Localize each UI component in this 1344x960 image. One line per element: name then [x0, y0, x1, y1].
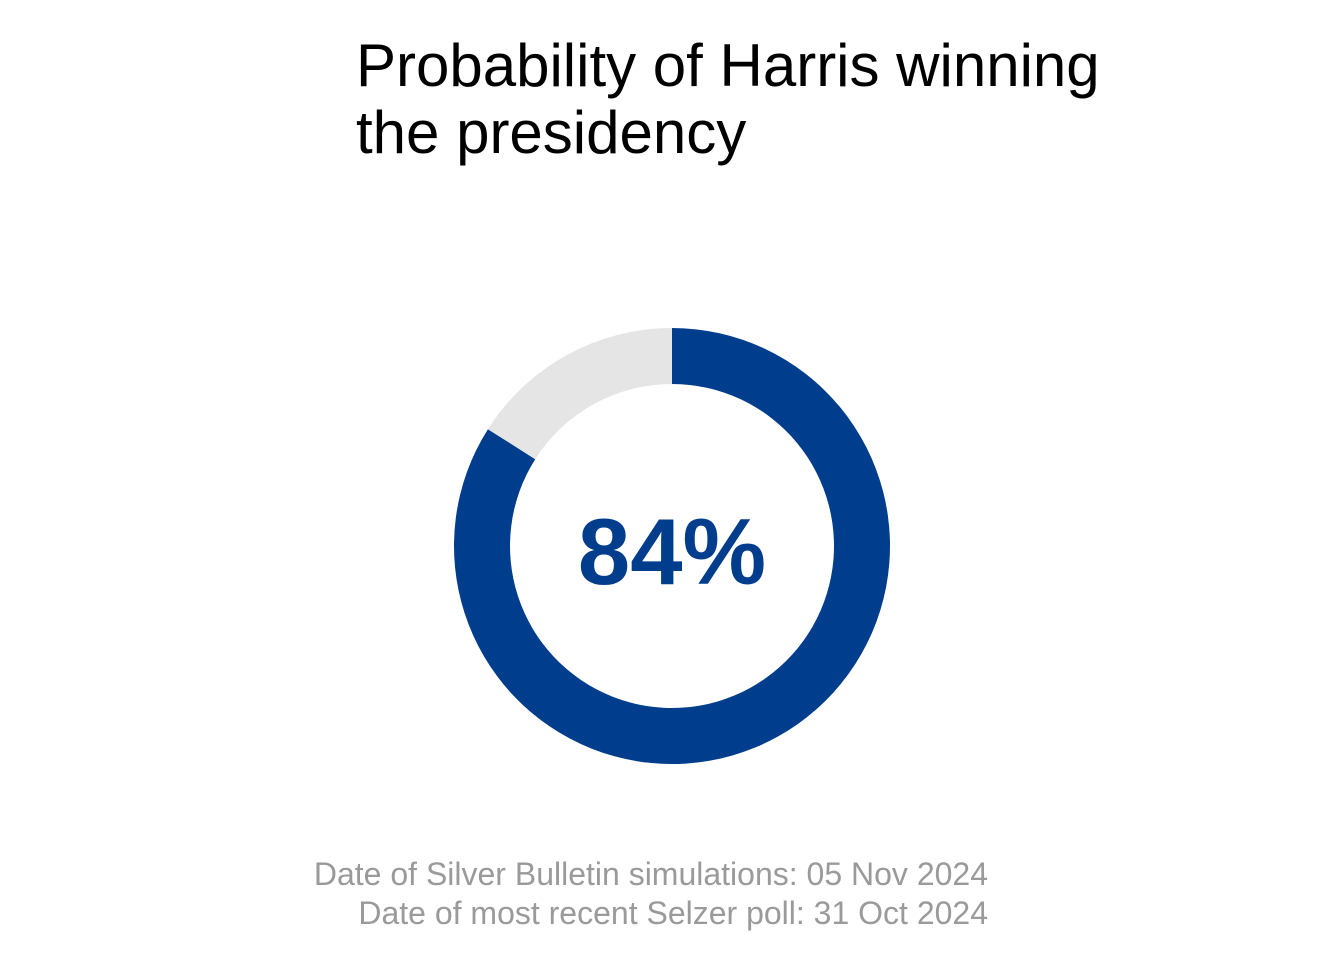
donut-slices — [453, 328, 891, 764]
chart-title-line-1: Probability of Harris winning — [356, 32, 1100, 99]
chart-title-line-2: the presidency — [356, 99, 747, 166]
chart-notes: Date of Silver Bulletin simulations: 05 … — [314, 855, 988, 933]
poll-date-note: Date of most recent Selzer poll: 31 Oct … — [358, 895, 988, 931]
center-percentage-label: 84% — [578, 499, 766, 604]
simulation-date-note: Date of Silver Bulletin simulations: 05 … — [313, 856, 988, 892]
donut-slice-remainder — [487, 328, 672, 460]
chart-title: Probability of Harris winning the presid… — [356, 32, 1256, 166]
